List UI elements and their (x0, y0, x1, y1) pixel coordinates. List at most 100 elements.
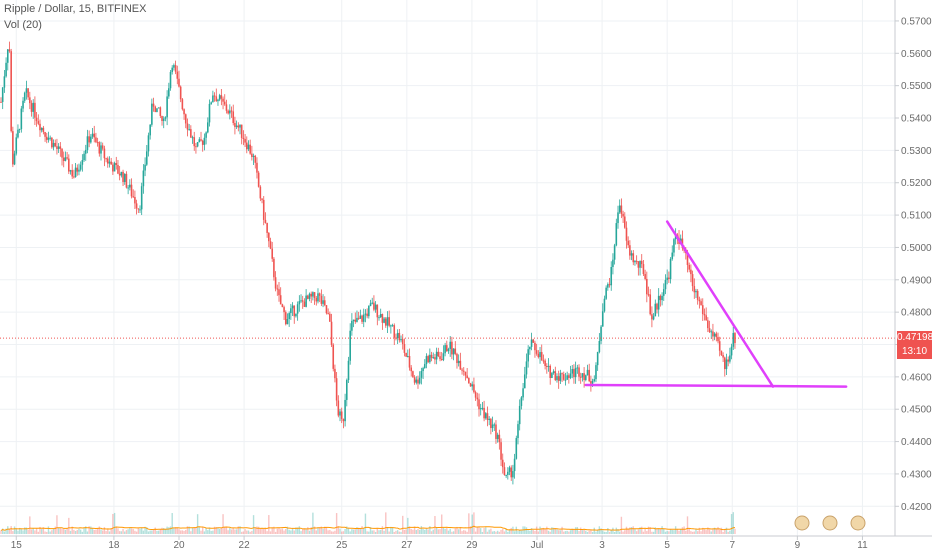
candle-body (283, 307, 285, 313)
descending-trend-line[interactable] (665, 220, 775, 388)
candle-body (423, 364, 426, 369)
volume-bar (676, 528, 679, 534)
candle-body (379, 314, 382, 318)
volume-bar (508, 529, 511, 534)
candle-body (101, 145, 104, 149)
candle-body (108, 161, 111, 164)
volume-bar (463, 530, 465, 534)
candle-body (135, 203, 138, 209)
volume-bar (719, 529, 721, 534)
candle-body (439, 356, 441, 360)
volume-bar (617, 529, 619, 534)
volume-bar (518, 530, 521, 534)
volume-bar (90, 526, 92, 534)
us-flag-event-icon[interactable] (850, 515, 866, 531)
volume-bar (688, 528, 690, 534)
volume-bar (403, 529, 406, 534)
candle-body (147, 135, 150, 152)
candle-body (76, 167, 79, 172)
candle-body (149, 124, 151, 136)
volume-bar (157, 530, 160, 534)
candle-body (568, 375, 570, 378)
us-flag-event-icon[interactable] (794, 515, 810, 531)
candle-body (308, 293, 311, 299)
volume-bar (690, 531, 692, 534)
candle-body (437, 351, 440, 357)
volume-bar (202, 527, 204, 534)
candle-body (581, 373, 584, 378)
candle-body (422, 368, 424, 372)
candle-body (61, 148, 63, 158)
us-flag-event-icon[interactable] (822, 515, 838, 531)
candle-body (100, 145, 102, 154)
volume-bar (418, 529, 421, 534)
candle-body (276, 288, 279, 290)
volume-bar (451, 531, 453, 534)
volume-bar (724, 528, 726, 534)
volume-bar (361, 526, 363, 534)
volume-bar (296, 527, 299, 534)
volume-bar (88, 526, 90, 534)
volume-bar (185, 530, 187, 534)
time-tick-label: 27 (401, 540, 413, 550)
volume-bar (468, 513, 470, 534)
price-tick-label: 0.42000 (901, 502, 932, 513)
volume-bar (378, 530, 380, 534)
time-tick-label: 15 (11, 540, 23, 550)
volume-bar (651, 531, 653, 534)
candle-body (395, 337, 397, 339)
volume-bar (449, 528, 451, 534)
candle-body (647, 294, 650, 296)
time-axis[interactable]: 15 18 20 22 25 27 29 Jul 3 5 7 9 11 (11, 536, 868, 550)
volume-bar (7, 526, 9, 534)
candle-body (91, 133, 94, 137)
drawing-layer[interactable] (584, 220, 848, 388)
volume-bar (32, 528, 34, 534)
volume-bar (290, 530, 292, 534)
volume-bar (571, 529, 573, 534)
volume-bar (86, 531, 89, 534)
candle-body (32, 102, 35, 112)
candle-body (118, 173, 121, 176)
volume-bar (363, 528, 365, 534)
volume-bar (317, 527, 319, 534)
volume-moving-average-line (0, 525, 736, 531)
candlestick-series (0, 41, 736, 485)
volume-bar (515, 526, 518, 534)
volume-bar (247, 530, 250, 534)
volume-bar (147, 531, 150, 534)
volume-bar (481, 531, 484, 534)
volume-bar (642, 531, 645, 534)
volume-bar (680, 529, 682, 534)
candle-body (374, 304, 377, 310)
volume-bar (207, 530, 209, 534)
candle-body (359, 315, 362, 319)
volume-bar (712, 529, 714, 534)
support-line[interactable] (584, 383, 848, 388)
volume-bar (632, 526, 634, 534)
candle-body (725, 359, 728, 370)
volume-bar (61, 528, 63, 534)
candle-body (191, 137, 194, 139)
economic-events[interactable] (794, 515, 866, 531)
candle-body (183, 109, 185, 115)
volume-bar (469, 526, 472, 534)
volume-bar (288, 529, 290, 534)
candle-body (632, 253, 635, 263)
candle-body (320, 295, 323, 304)
candle-body (410, 367, 413, 372)
candle-body (178, 78, 180, 87)
volume-bar (395, 530, 397, 534)
candle-body (613, 245, 616, 260)
candle-body (240, 124, 243, 138)
volume-bar (422, 529, 424, 534)
volume-bar (713, 527, 716, 534)
volume-bar (532, 530, 534, 534)
volume-bar (13, 526, 16, 534)
volume-bar (503, 531, 506, 534)
candle-body (662, 289, 665, 296)
volume-bar (466, 531, 468, 534)
